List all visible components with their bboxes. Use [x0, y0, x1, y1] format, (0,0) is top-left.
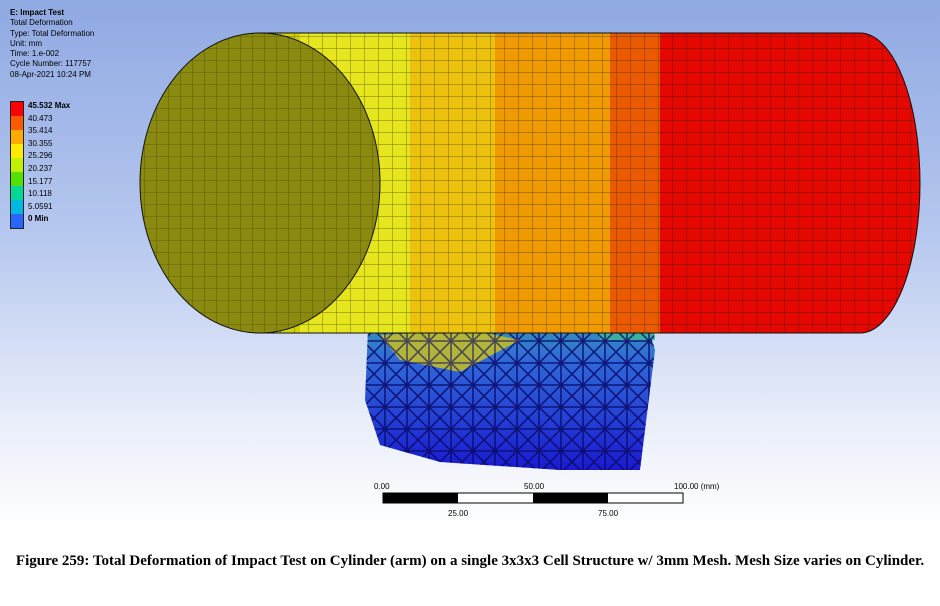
scale-label: 100.00 (mm) — [674, 482, 720, 491]
legend-label: 10.118 — [28, 189, 52, 199]
legend-label-max: 45.532 Max — [28, 101, 71, 110]
info-line: Unit: mm — [10, 38, 42, 48]
figure-caption: Figure 259: Total Deformation of Impact … — [15, 553, 925, 569]
fea-model-view — [139, 32, 921, 470]
scale-label: 25.00 — [448, 509, 469, 518]
legend-label: 25.296 — [28, 151, 53, 161]
analysis-title: E: Impact Test — [10, 8, 65, 17]
legend-label: 5.0591 — [28, 201, 53, 211]
info-line: Type: Total Deformation — [10, 28, 95, 38]
scale-label: 50.00 — [524, 482, 545, 491]
cylinder-end-face — [139, 32, 381, 334]
legend-label: 15.177 — [28, 176, 53, 186]
legend-label-min: 0 Min — [28, 214, 49, 224]
legend-swatch — [11, 158, 23, 172]
legend-swatch — [11, 200, 23, 214]
scale-bar: 0.00 50.00 100.00 (mm) 25.00 75.00 — [370, 482, 730, 522]
legend-label: 30.355 — [28, 138, 53, 148]
info-line: 08-Apr-2021 10:24 PM — [10, 69, 91, 79]
result-info-panel: E: Impact Test Total Deformation Type: T… — [10, 8, 94, 80]
scale-label: 0.00 — [374, 482, 390, 491]
info-line: Total Deformation — [10, 18, 73, 28]
legend-label: 20.237 — [28, 163, 53, 173]
legend-swatch — [11, 102, 23, 116]
legend-swatch — [11, 186, 23, 200]
graphics-viewport[interactable]: E: Impact Test Total Deformation Type: T… — [0, 0, 940, 528]
legend-label: 40.473 — [28, 113, 53, 123]
info-line: Time: 1.e-002 — [10, 49, 60, 59]
legend-swatch — [11, 116, 23, 130]
scale-bar-graphic — [382, 492, 684, 504]
legend-swatch — [11, 172, 23, 186]
scale-label: 75.00 — [598, 509, 619, 518]
info-line: Cycle Number: 117757 — [10, 59, 92, 69]
legend-color-bar — [10, 101, 24, 229]
legend-swatch — [11, 214, 23, 228]
legend-swatch — [11, 130, 23, 144]
legend-label: 35.414 — [28, 126, 53, 136]
legend-swatch — [11, 144, 23, 158]
